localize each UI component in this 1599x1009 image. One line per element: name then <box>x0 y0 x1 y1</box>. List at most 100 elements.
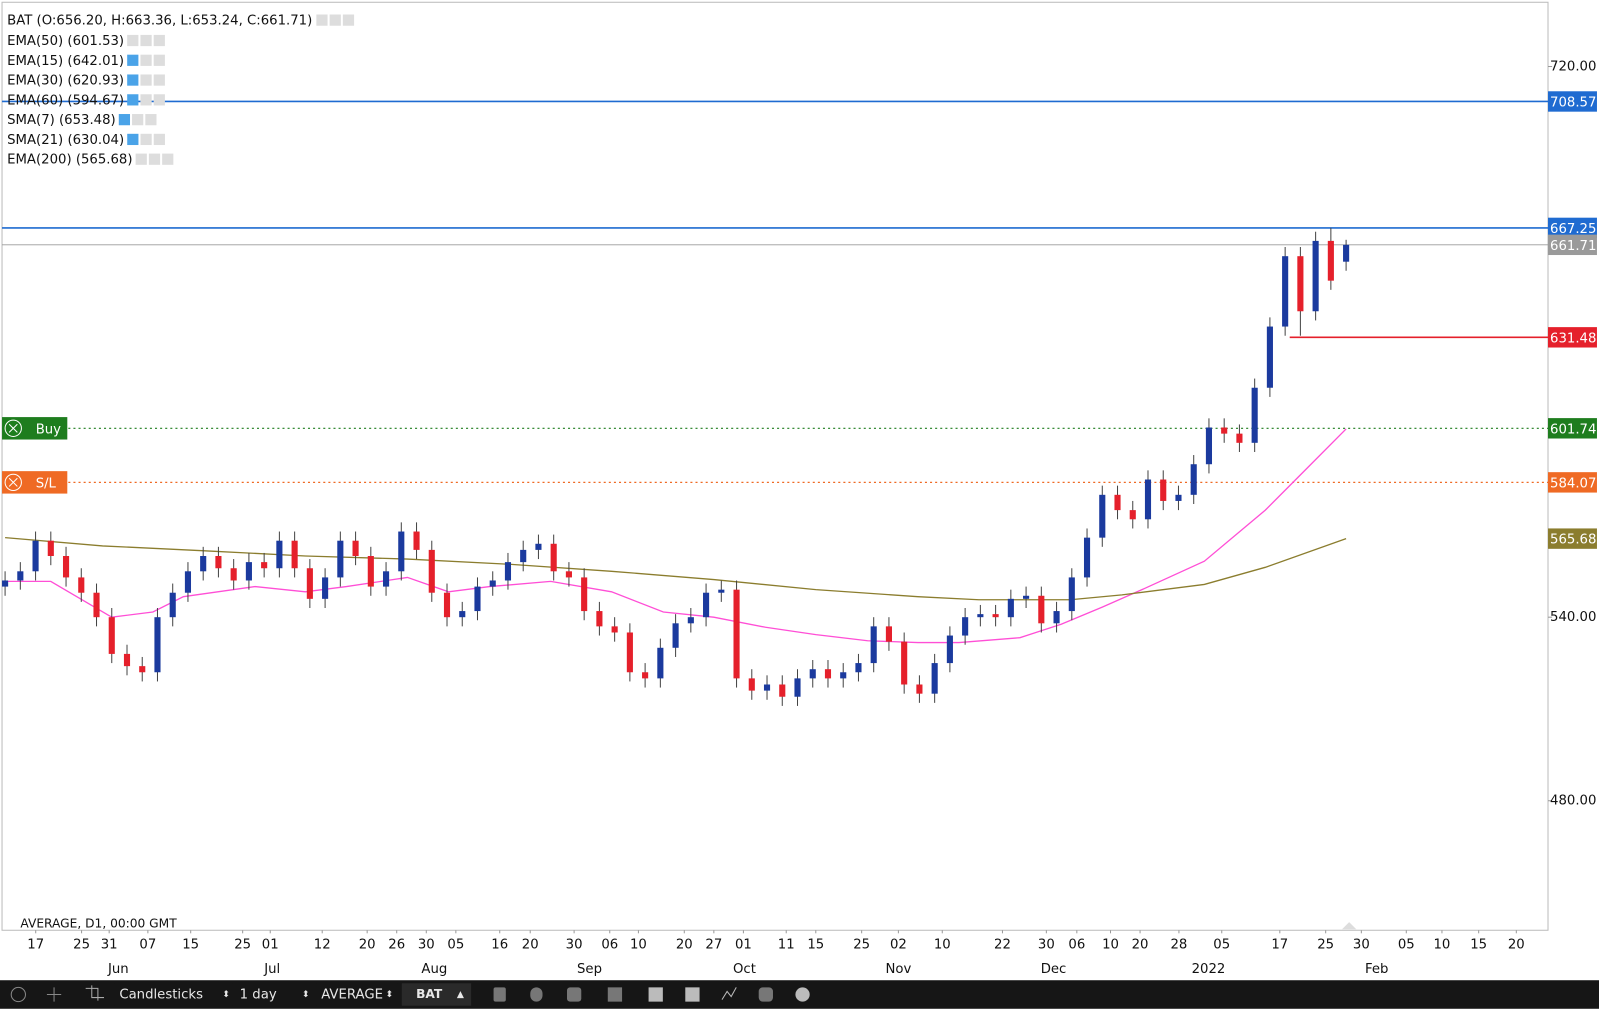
candle-body <box>1160 479 1167 501</box>
legend-icon[interactable] <box>140 34 152 47</box>
candle-body <box>337 540 344 578</box>
legend-icon[interactable] <box>148 153 161 165</box>
indicator-legend: EMA(50) (601.53) EMA(15) (642.01) EMA(30) … <box>7 34 174 168</box>
candle-body <box>946 635 953 664</box>
candle-body <box>1297 256 1304 312</box>
icon-button[interactable] <box>530 987 543 1002</box>
legend-icon[interactable] <box>145 114 157 126</box>
x-tick-label: 02 <box>890 938 907 953</box>
x-month-label: Sep <box>577 962 602 977</box>
legend-icon[interactable] <box>342 14 355 26</box>
y-tick-label: 720.00 <box>1550 60 1596 75</box>
candle-body <box>1266 326 1273 388</box>
legend-icon[interactable] <box>127 34 139 47</box>
x-month-label: 2022 <box>1192 962 1226 977</box>
indicator-line <box>5 428 1347 644</box>
x-tick-label: 10 <box>1434 938 1451 953</box>
legend-icon[interactable] <box>329 14 341 26</box>
dropdown-arrow: ⬍ <box>302 989 310 1000</box>
legend-icon[interactable] <box>153 34 165 47</box>
legend-icon[interactable] <box>127 94 139 106</box>
x-month-label: Nov <box>885 962 911 977</box>
symbol: BAT <box>416 987 443 1001</box>
x-tick-label: 10 <box>934 938 951 953</box>
icon-button[interactable] <box>493 987 506 1002</box>
icon-button[interactable] <box>607 987 623 1002</box>
x-tick-label: 07 <box>139 938 156 953</box>
x-tick-label: 25 <box>73 938 90 953</box>
legend-icon[interactable] <box>316 14 328 26</box>
x-tick-label: 28 <box>1170 938 1187 953</box>
x-tick-label: 25 <box>853 938 870 953</box>
x-tick-label: 11 <box>778 938 795 953</box>
candle-body <box>535 543 542 550</box>
candle-body <box>184 571 192 593</box>
legend-icon[interactable] <box>140 74 152 86</box>
x-tick-label: 25 <box>234 938 251 953</box>
legend-icon[interactable] <box>135 153 147 165</box>
legend-icon[interactable] <box>140 94 152 106</box>
candle-body <box>687 617 694 624</box>
x-month-label: Jul <box>263 962 280 977</box>
legend-icon[interactable] <box>153 54 165 66</box>
x-tick-label: 26 <box>388 938 405 953</box>
legend-entry: SMA(7) (653.48) <box>7 113 116 128</box>
tool-icons <box>493 987 810 1002</box>
order-button[interactable]: S/L <box>2 471 68 494</box>
icon-button[interactable] <box>685 987 700 1002</box>
candle-body <box>443 592 451 618</box>
legend-entry: EMA(60) (594.67) <box>7 93 124 108</box>
x-tick-label: 16 <box>491 938 508 953</box>
button-bg <box>2 417 68 440</box>
candle-body <box>885 626 892 642</box>
legend-icon[interactable] <box>118 114 131 126</box>
x-tick-label: 20 <box>359 938 376 953</box>
icon-button[interactable] <box>46 987 62 1002</box>
candle-body <box>413 531 420 550</box>
price-dropdown[interactable] <box>316 983 398 1006</box>
close-icon[interactable] <box>4 473 22 492</box>
candle-body <box>977 614 984 618</box>
indicator-line <box>5 536 1347 601</box>
interval-dropdown[interactable] <box>234 983 313 1006</box>
legend-icon[interactable] <box>132 114 144 126</box>
candle-body <box>1023 595 1030 599</box>
legend-icon[interactable] <box>162 153 174 165</box>
icon-button[interactable] <box>795 987 810 1002</box>
x-tick-label: 15 <box>807 938 824 953</box>
icon-button[interactable] <box>10 986 27 1003</box>
scroll-marker[interactable] <box>1342 922 1357 930</box>
legend-icon[interactable] <box>127 133 139 146</box>
x-tick-label: 20 <box>676 938 693 953</box>
x-tick-label: 01 <box>262 938 279 953</box>
x-tick-label: 10 <box>630 938 647 953</box>
candle-body <box>596 611 603 627</box>
legend-icon[interactable] <box>140 54 152 66</box>
icon-button[interactable] <box>648 987 663 1002</box>
order-button[interactable]: Buy <box>2 417 68 440</box>
candle-body <box>794 678 801 697</box>
candle-body <box>870 626 877 664</box>
x-tick-label: 20 <box>1508 938 1525 953</box>
chart-type-dropdown[interactable] <box>114 983 233 1006</box>
legend-icon[interactable] <box>153 94 165 106</box>
footer-label: AVERAGE, D1, 00:00 GMT <box>20 917 177 931</box>
candle-body <box>550 543 557 572</box>
icon-button[interactable] <box>85 985 105 1001</box>
candle-body <box>840 672 847 679</box>
legend-icon[interactable] <box>127 54 139 66</box>
legend-icon[interactable] <box>127 74 139 86</box>
candle-body <box>169 592 176 618</box>
icon-button[interactable] <box>758 987 773 1002</box>
symbol-dropdown[interactable] <box>401 983 472 1006</box>
icon-button[interactable] <box>721 987 737 1000</box>
legend-icon[interactable] <box>140 133 152 146</box>
icon-button[interactable] <box>566 987 582 1002</box>
candle-body <box>398 531 405 572</box>
legend-icon[interactable] <box>153 133 165 146</box>
legend-icon[interactable] <box>153 74 165 86</box>
close-icon[interactable] <box>4 419 22 437</box>
x-tick-label: 05 <box>447 938 464 953</box>
